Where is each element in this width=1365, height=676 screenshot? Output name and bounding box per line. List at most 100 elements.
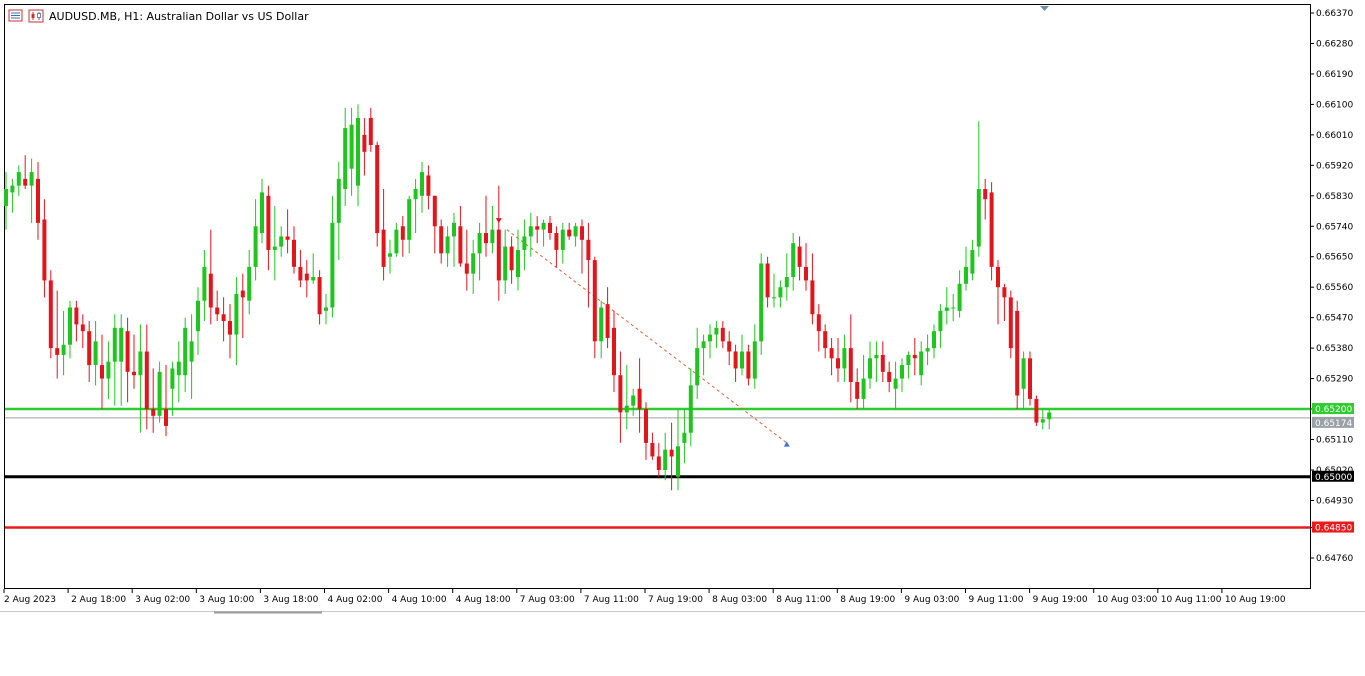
candle[interactable] [893, 361, 898, 410]
candle[interactable] [426, 165, 431, 210]
candle[interactable] [80, 314, 85, 349]
candle[interactable] [631, 388, 636, 416]
candle[interactable] [208, 229, 213, 325]
candle[interactable] [336, 161, 341, 261]
candle[interactable] [772, 273, 776, 308]
candle[interactable] [119, 314, 124, 406]
candle[interactable] [727, 331, 732, 366]
candle[interactable] [912, 337, 917, 376]
candle[interactable] [36, 161, 40, 240]
candle[interactable] [701, 334, 706, 376]
candle[interactable] [983, 178, 988, 220]
candle[interactable] [560, 222, 565, 264]
candle[interactable] [906, 351, 911, 379]
candle[interactable] [400, 216, 405, 257]
candle[interactable] [925, 334, 930, 366]
candle[interactable] [247, 249, 252, 315]
candle[interactable] [714, 321, 719, 349]
candle[interactable] [151, 368, 156, 433]
candle[interactable] [823, 324, 828, 359]
candle[interactable] [656, 442, 661, 477]
sell-arrow-icon[interactable] [495, 218, 502, 224]
candle[interactable] [605, 287, 610, 349]
candle[interactable] [624, 365, 629, 430]
candle[interactable] [311, 253, 316, 284]
candle[interactable] [362, 117, 367, 176]
candle[interactable] [464, 229, 469, 291]
candle[interactable] [874, 341, 879, 382]
candle[interactable] [240, 273, 245, 338]
candle[interactable] [855, 368, 860, 410]
candle[interactable] [125, 317, 130, 403]
candle[interactable] [368, 107, 373, 152]
candle[interactable] [669, 422, 674, 491]
candle[interactable] [989, 182, 994, 281]
candle[interactable] [272, 205, 277, 281]
candle[interactable] [791, 233, 796, 291]
candle[interactable] [932, 324, 936, 359]
candle[interactable] [343, 107, 348, 206]
candle[interactable] [330, 195, 335, 318]
candle[interactable] [880, 341, 885, 382]
candle[interactable] [266, 185, 271, 271]
candle[interactable] [221, 297, 226, 342]
candle[interactable] [189, 314, 194, 399]
candle[interactable] [93, 321, 98, 386]
candle[interactable] [445, 226, 450, 267]
candle[interactable] [848, 314, 853, 403]
candle[interactable] [861, 354, 866, 410]
candle[interactable] [573, 222, 578, 247]
candle[interactable] [1021, 351, 1026, 410]
candlestick-type-icon[interactable] [28, 9, 44, 23]
candle[interactable] [637, 358, 642, 433]
candle[interactable] [586, 222, 591, 308]
candle[interactable] [132, 334, 136, 389]
candle[interactable] [484, 195, 488, 257]
candle[interactable] [394, 222, 399, 257]
candle[interactable] [1034, 395, 1039, 426]
candle[interactable] [797, 236, 802, 281]
candle[interactable] [477, 222, 482, 281]
candle[interactable] [746, 344, 751, 386]
candle[interactable] [816, 304, 821, 352]
candle[interactable] [996, 260, 1000, 325]
candle[interactable] [650, 432, 655, 460]
candle[interactable] [170, 361, 175, 416]
candle[interactable] [87, 321, 92, 382]
candle[interactable] [458, 205, 463, 267]
candle[interactable] [970, 239, 975, 281]
candle[interactable] [1008, 290, 1013, 359]
candle[interactable] [157, 361, 162, 423]
candle[interactable] [900, 358, 904, 393]
candle[interactable] [407, 195, 412, 254]
candle[interactable] [106, 341, 111, 399]
candle[interactable] [1028, 351, 1032, 406]
candle[interactable] [676, 409, 680, 491]
candle[interactable] [16, 165, 21, 196]
candle[interactable] [356, 104, 360, 206]
candle[interactable] [10, 178, 15, 213]
candle[interactable] [253, 199, 258, 281]
candle[interactable] [516, 229, 520, 291]
candle[interactable] [298, 249, 303, 288]
candle[interactable] [618, 351, 623, 443]
candle[interactable] [548, 216, 552, 240]
candle[interactable] [1047, 409, 1052, 430]
candle[interactable] [490, 205, 495, 254]
candle[interactable] [228, 304, 232, 359]
candle[interactable] [381, 189, 386, 281]
candle[interactable] [842, 334, 847, 382]
candle[interactable] [375, 141, 380, 247]
candle[interactable] [112, 314, 117, 406]
candle[interactable] [29, 158, 34, 223]
candle[interactable] [944, 287, 949, 325]
candle[interactable] [1040, 409, 1045, 430]
shift-marker-icon[interactable] [1040, 6, 1049, 11]
candle[interactable] [144, 324, 149, 430]
candle[interactable] [61, 310, 66, 376]
candle[interactable] [432, 195, 437, 254]
candle[interactable] [74, 300, 79, 342]
candle[interactable] [695, 327, 700, 399]
